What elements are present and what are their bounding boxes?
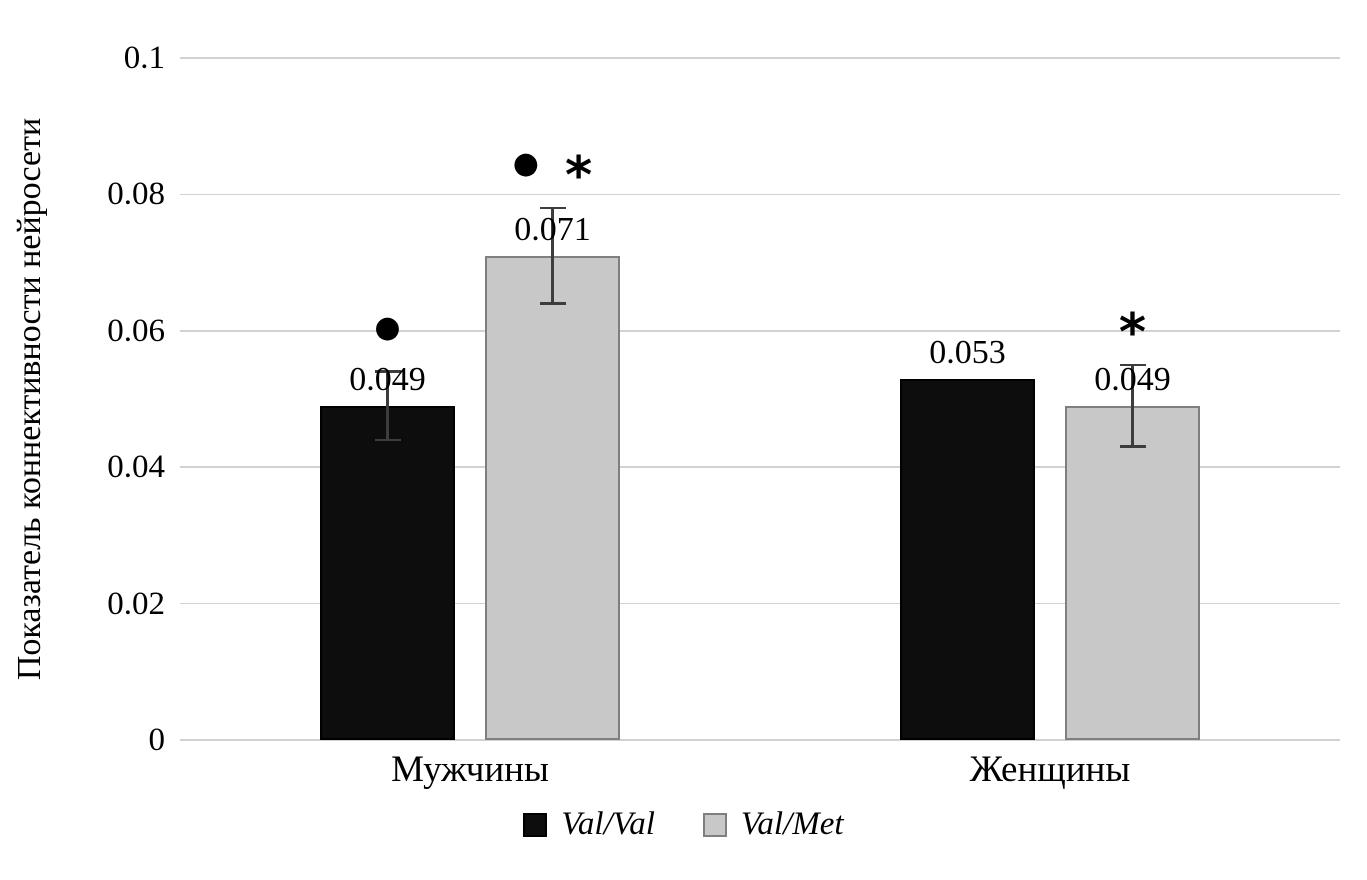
error-bar-cap [539, 206, 566, 210]
bar-value-label: 0.049 [1094, 360, 1171, 398]
error-bar [551, 208, 554, 304]
y-axis-tick-label: 0 [148, 722, 166, 758]
bar-val-val-1 [900, 378, 1035, 740]
significance-markers: * [1065, 303, 1200, 359]
error-bar-cap [374, 438, 401, 442]
significance-markers: ● * [485, 146, 620, 202]
y-axis-tick-label: 0.08 [107, 176, 165, 213]
y-axis-tick-label: 0.1 [123, 40, 165, 76]
error-bar-cap [539, 302, 566, 305]
gridline [180, 466, 1340, 468]
x-axis-category-label: Мужчины [391, 749, 549, 790]
bar-val-met-1 [1065, 405, 1200, 740]
bar-value-label: 0.053 [929, 333, 1006, 371]
error-bar [386, 371, 389, 440]
error-bar [1131, 364, 1134, 447]
bar-value-label: 0.071 [514, 210, 591, 248]
legend-item: Val/Val [523, 806, 655, 843]
legend-label: Val/Val [561, 806, 655, 842]
bar-value-label: 0.049 [349, 360, 426, 398]
legend-swatch-icon [523, 812, 548, 837]
bar-val-val-0 [320, 405, 455, 740]
legend-item: Val/Met [702, 806, 844, 843]
y-axis-tick-label: 0.06 [107, 312, 165, 349]
y-axis-title: Показатель коннективности нейросети [11, 117, 48, 681]
dot-icon: ● [374, 309, 401, 345]
error-bar-cap [374, 370, 401, 373]
legend: Val/Val Val/Met [0, 806, 1367, 843]
x-axis-category-label: Женщины [969, 749, 1131, 790]
error-bar-cap [1119, 445, 1146, 448]
gridline [180, 330, 1340, 332]
gridline [180, 193, 1340, 196]
y-axis-tick-label: 0.04 [107, 449, 165, 486]
legend-label: Val/Met [740, 806, 844, 842]
plot-area: 0.049 ● 0.071 ● * 0.053 0.049 * [180, 57, 1340, 741]
asterisk-icon: * [564, 146, 593, 207]
error-bar-cap [1119, 363, 1146, 367]
legend-swatch-icon [702, 812, 727, 837]
y-axis-tick-label: 0.02 [107, 585, 165, 622]
gridline [180, 739, 1340, 741]
gridline [180, 602, 1340, 605]
significance-markers: ● [320, 310, 455, 346]
bar-val-met-0 [485, 255, 620, 740]
dot-icon: ● [512, 146, 539, 182]
asterisk-icon: * [1118, 302, 1147, 363]
gridline [180, 57, 1340, 59]
